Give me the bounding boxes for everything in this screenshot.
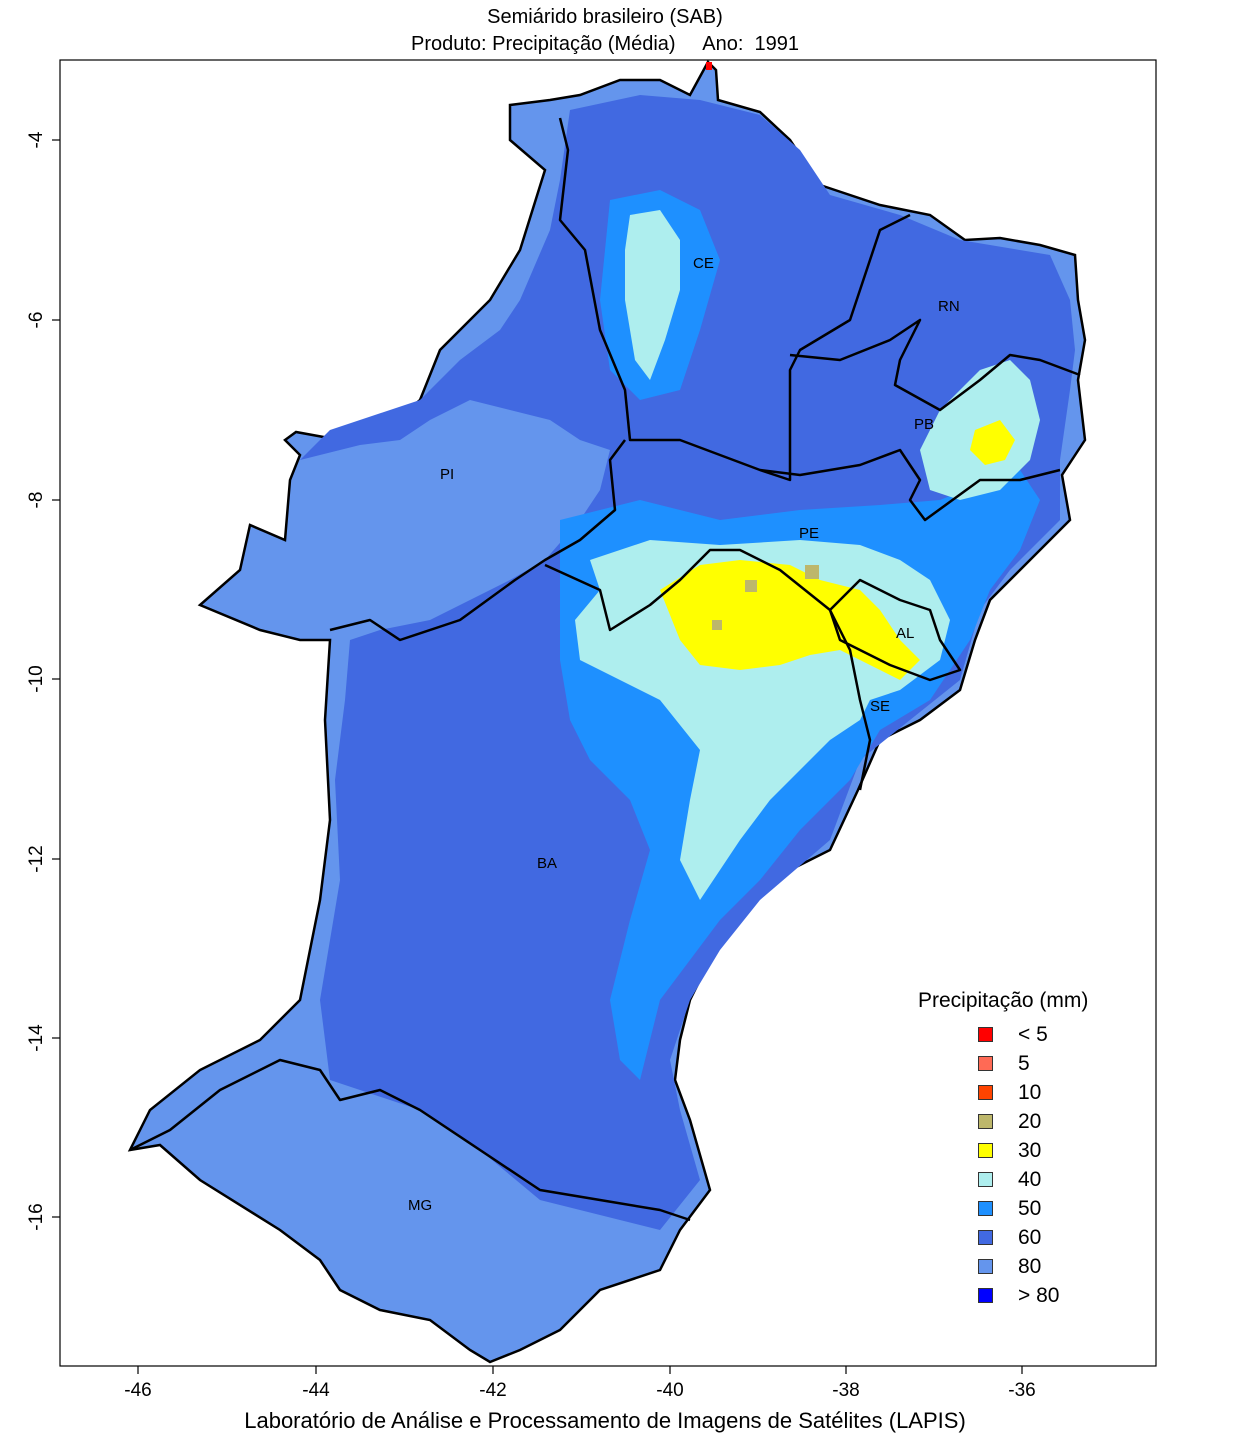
legend-swatch [978, 1114, 993, 1129]
plot-frame [59, 59, 1157, 1367]
x-tick-label: -44 [302, 1380, 330, 1401]
legend-item: 60 [978, 1223, 1158, 1252]
region-30mm [660, 560, 920, 680]
state-label-ba: BA [537, 855, 557, 872]
legend-item: > 80 [978, 1281, 1158, 1310]
border-pb-pe [759, 448, 1061, 522]
legend-item: 30 [978, 1136, 1158, 1165]
footer-credit: Laboratório de Análise e Processamento d… [244, 1408, 966, 1433]
y-axis [52, 139, 60, 1218]
legend-title: Precipitação (mm) [918, 989, 1089, 1012]
legend-swatch [978, 1172, 993, 1187]
legend-label: 80 [1018, 1254, 1042, 1278]
border-ba-mg [129, 1058, 691, 1222]
x-tick-label: -38 [832, 1380, 859, 1401]
legend-swatch [978, 1056, 993, 1071]
x-tick-label: -42 [479, 1380, 506, 1401]
region-20mm [712, 620, 722, 630]
legend-swatch [978, 1201, 993, 1216]
legend-label: 30 [1018, 1138, 1042, 1162]
state-label-ce: CE [693, 255, 714, 272]
legend-item: 5 [978, 1049, 1158, 1078]
border-pi-pe [329, 439, 626, 642]
y-tick-label: -4 [26, 131, 47, 148]
x-tick-label: -40 [656, 1380, 683, 1401]
y-tick-label: -16 [26, 1203, 47, 1230]
state-label-pi: PI [440, 466, 454, 483]
border-al [828, 578, 962, 682]
region-30mm-pb [970, 420, 1015, 465]
y-tick-label: -8 [26, 492, 47, 509]
legend-label: 5 [1018, 1051, 1030, 1075]
state-label-al: AL [896, 625, 914, 642]
x-axis [137, 1366, 1023, 1374]
legend-swatch [978, 1027, 993, 1042]
border-ce [558, 117, 911, 482]
y-tick-label: -12 [26, 845, 47, 872]
legend-item: 10 [978, 1078, 1158, 1107]
legend-swatch [978, 1143, 993, 1158]
legend-item: < 5 [978, 1020, 1158, 1049]
x-tick-label: -36 [1008, 1380, 1035, 1401]
border-se [828, 609, 872, 791]
legend-swatch [978, 1085, 993, 1100]
region-lt5mm [706, 62, 712, 70]
region-20mm [805, 565, 819, 579]
state-label-rn: RN [938, 298, 960, 315]
legend-items: < 5 5 10 20 30 40 50 60 80 > 80 [918, 1020, 1158, 1310]
y-tick-label: -10 [26, 665, 47, 692]
state-label-se: SE [870, 698, 890, 715]
state-label-pb: PB [914, 416, 934, 433]
legend-item: 20 [978, 1107, 1158, 1136]
legend-label: 20 [1018, 1109, 1042, 1133]
legend-label: 50 [1018, 1196, 1042, 1220]
legend-label: 60 [1018, 1225, 1042, 1249]
region-40mm-ce [625, 210, 680, 380]
state-label-mg: MG [408, 1197, 432, 1214]
legend-label: < 5 [1018, 1022, 1048, 1046]
y-tick-label: -14 [26, 1024, 47, 1052]
border-rn-pb [789, 318, 1081, 412]
legend-label: > 80 [1018, 1283, 1060, 1307]
x-tick-label: -46 [124, 1380, 151, 1401]
legend-item: 40 [978, 1165, 1158, 1194]
map-title: Semiárido brasileiro (SAB) [487, 6, 723, 28]
legend-label: 10 [1018, 1080, 1042, 1104]
region-20mm [745, 580, 757, 592]
y-tick-label: -6 [26, 312, 47, 329]
border-pe-ba [544, 548, 831, 632]
legend: Precipitação (mm) < 5 5 10 20 30 40 50 60 80 > 80 [918, 988, 1158, 1310]
state-label-pe: PE [799, 525, 819, 542]
legend-swatch [978, 1288, 993, 1303]
legend-label: 40 [1018, 1167, 1042, 1191]
legend-item: 80 [978, 1252, 1158, 1281]
state-borders [129, 117, 1081, 1222]
legend-swatch [978, 1230, 993, 1245]
legend-swatch [978, 1259, 993, 1274]
map-subtitle: Produto: Precipitação (Média) Ano: 1991 [411, 33, 799, 55]
legend-item: 50 [978, 1194, 1158, 1223]
